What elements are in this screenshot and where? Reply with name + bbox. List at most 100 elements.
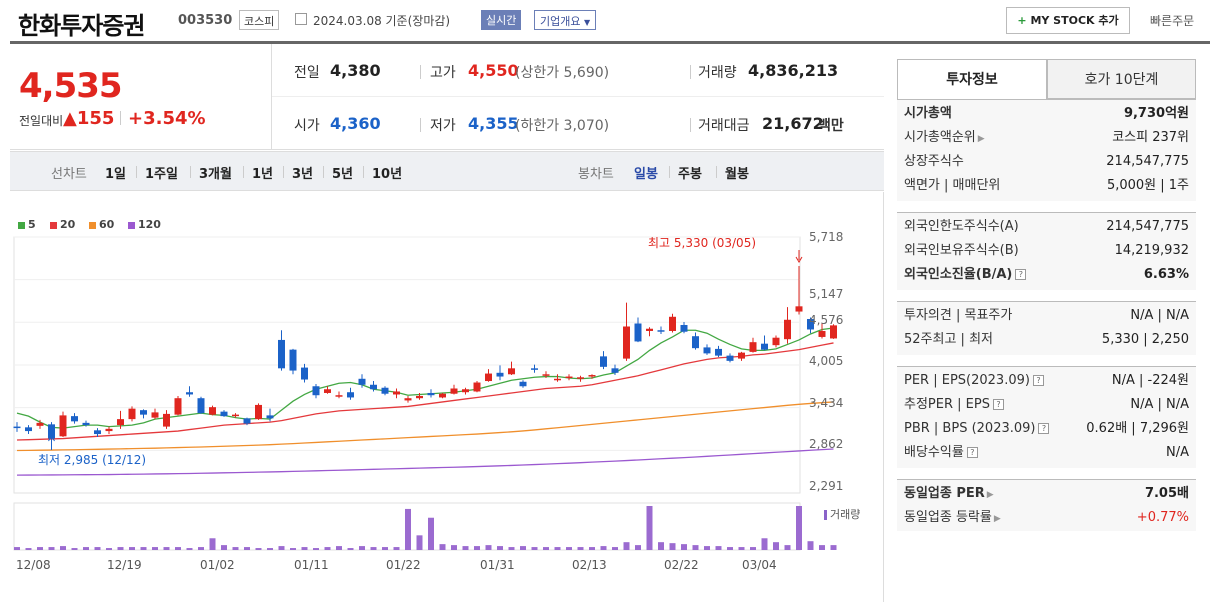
volume-bar: [25, 548, 32, 550]
period-3y[interactable]: 3년: [292, 167, 314, 182]
x-tick-label: 01/02: [200, 558, 235, 572]
info-row: 외국인소진율(B/A)? 6.63%: [897, 263, 1196, 290]
per-value: N/A | -224원: [1111, 373, 1189, 388]
quick-order-button[interactable]: 빠른주문: [1150, 14, 1195, 28]
period-daily[interactable]: 일봉: [634, 167, 658, 182]
volume-bar: [152, 547, 158, 550]
volume-bar: [48, 547, 55, 550]
divider: [716, 166, 717, 178]
par-value: 5,000원 | 1주: [1106, 178, 1189, 193]
volume-bar: [623, 542, 630, 550]
candle-body: [784, 319, 791, 340]
candle-body: [611, 368, 619, 373]
info-row[interactable]: 동일업종 PER ▶ 7.05배: [897, 480, 1196, 506]
volume-bar: [612, 547, 618, 550]
volume-bar: [301, 547, 308, 550]
volume-bar: [359, 546, 365, 550]
pbr-label: PBR | BPS (2023.09): [904, 421, 1036, 436]
market-badge: 코스피: [239, 10, 280, 30]
volume-bar: [462, 546, 469, 550]
volume-bar: [94, 547, 101, 550]
volume-bar: [71, 548, 78, 550]
section-gap: [897, 355, 1196, 366]
add-mystock-button[interactable]: + MY STOCK 추가: [1006, 7, 1130, 34]
upper-limit: (상한가 5,690): [515, 65, 610, 81]
info-row: 추정PER | EPS? N/A | N/A: [897, 393, 1196, 417]
info-row[interactable]: 시가총액순위 ▶ 코스피 237위: [897, 126, 1196, 150]
ma5-line: [16, 327, 834, 429]
candle-body: [255, 404, 262, 420]
x-tick-label: 12/19: [107, 558, 142, 572]
volume-bar: [347, 548, 354, 550]
candle-body: [174, 398, 182, 415]
candle-body: [427, 392, 435, 396]
change-value: ▲155: [63, 108, 115, 129]
volume-bar: [784, 545, 791, 550]
volume-bar: [451, 545, 457, 550]
help-icon[interactable]: ?: [1032, 375, 1044, 386]
legend-swatch: [50, 221, 57, 229]
candle-body: [358, 378, 366, 385]
legend-ma20: 20: [50, 218, 75, 231]
candle-body: [646, 328, 653, 331]
calendar-icon: [295, 13, 307, 25]
candle-body: [439, 393, 446, 398]
volume-bar: [370, 547, 377, 550]
candle-body: [301, 367, 308, 380]
header-divider: [10, 41, 1210, 44]
sector-rate-label: 동일업종 등락률: [904, 510, 992, 525]
period-10y[interactable]: 10년: [372, 167, 403, 182]
realtime-button[interactable]: 실시간: [481, 10, 522, 30]
tab-orderbook[interactable]: 호가 10단계: [1047, 59, 1196, 99]
volume-bar: [727, 547, 733, 550]
candle-body: [772, 337, 780, 346]
y-tick-label: 4,576: [809, 313, 844, 327]
tab-investment-info[interactable]: 투자정보: [897, 59, 1047, 99]
help-icon[interactable]: ?: [966, 447, 978, 458]
volume-bar: [738, 547, 745, 550]
chart-area: [10, 192, 884, 602]
legend-ma5: 5: [18, 218, 36, 231]
candle-body: [370, 384, 377, 390]
volume-bar: [163, 547, 170, 550]
help-icon[interactable]: ?: [1038, 423, 1050, 434]
period-1w[interactable]: 1주일: [145, 167, 178, 182]
info-row: 외국인한도주식수(A) 214,547,775: [897, 213, 1196, 239]
chevron-right-icon: ▶: [977, 134, 985, 144]
period-3m[interactable]: 3개월: [199, 167, 232, 182]
change-divider: [120, 111, 121, 125]
candle-body: [48, 424, 55, 439]
stock-name: 한화투자증권: [18, 12, 145, 40]
volume-bar: [313, 548, 319, 550]
volume-bar: [14, 547, 20, 550]
volume-bar: [117, 547, 124, 550]
chevron-down-icon: ▼: [583, 18, 591, 27]
stock-code: 003530: [178, 13, 233, 28]
period-1d[interactable]: 1일: [105, 167, 127, 182]
foreign-hold-label: 외국인보유주식수(B): [904, 243, 1019, 258]
period-1y[interactable]: 1년: [252, 167, 274, 182]
legend-label: 20: [60, 218, 76, 231]
period-5y[interactable]: 5년: [332, 167, 354, 182]
divider: [420, 65, 421, 79]
company-info-button[interactable]: 기업개요 ▼: [534, 10, 597, 30]
volume-bar: [566, 547, 572, 550]
period-monthly[interactable]: 월봉: [725, 167, 749, 182]
divider: [690, 118, 691, 132]
candle-body: [473, 382, 481, 392]
period-weekly[interactable]: 주봉: [678, 167, 702, 182]
prev-close-value: 4,380: [330, 61, 381, 80]
help-icon[interactable]: ?: [992, 399, 1004, 410]
est-per-label: 추정PER | EPS: [904, 397, 990, 412]
div-value: N/A: [1166, 445, 1189, 460]
ma20-line: [16, 342, 834, 441]
company-info-label: 기업개요: [540, 15, 581, 28]
price-box: [10, 44, 272, 150]
candle-body: [761, 343, 768, 350]
volume-bar: [692, 545, 699, 550]
line-chart-label: 선차트: [51, 167, 87, 182]
info-row[interactable]: 동일업종 등락률 ▶ +0.77%: [897, 506, 1196, 531]
legend-label: 60: [99, 218, 115, 231]
help-icon[interactable]: ?: [1015, 269, 1027, 280]
candle-body: [588, 375, 596, 377]
